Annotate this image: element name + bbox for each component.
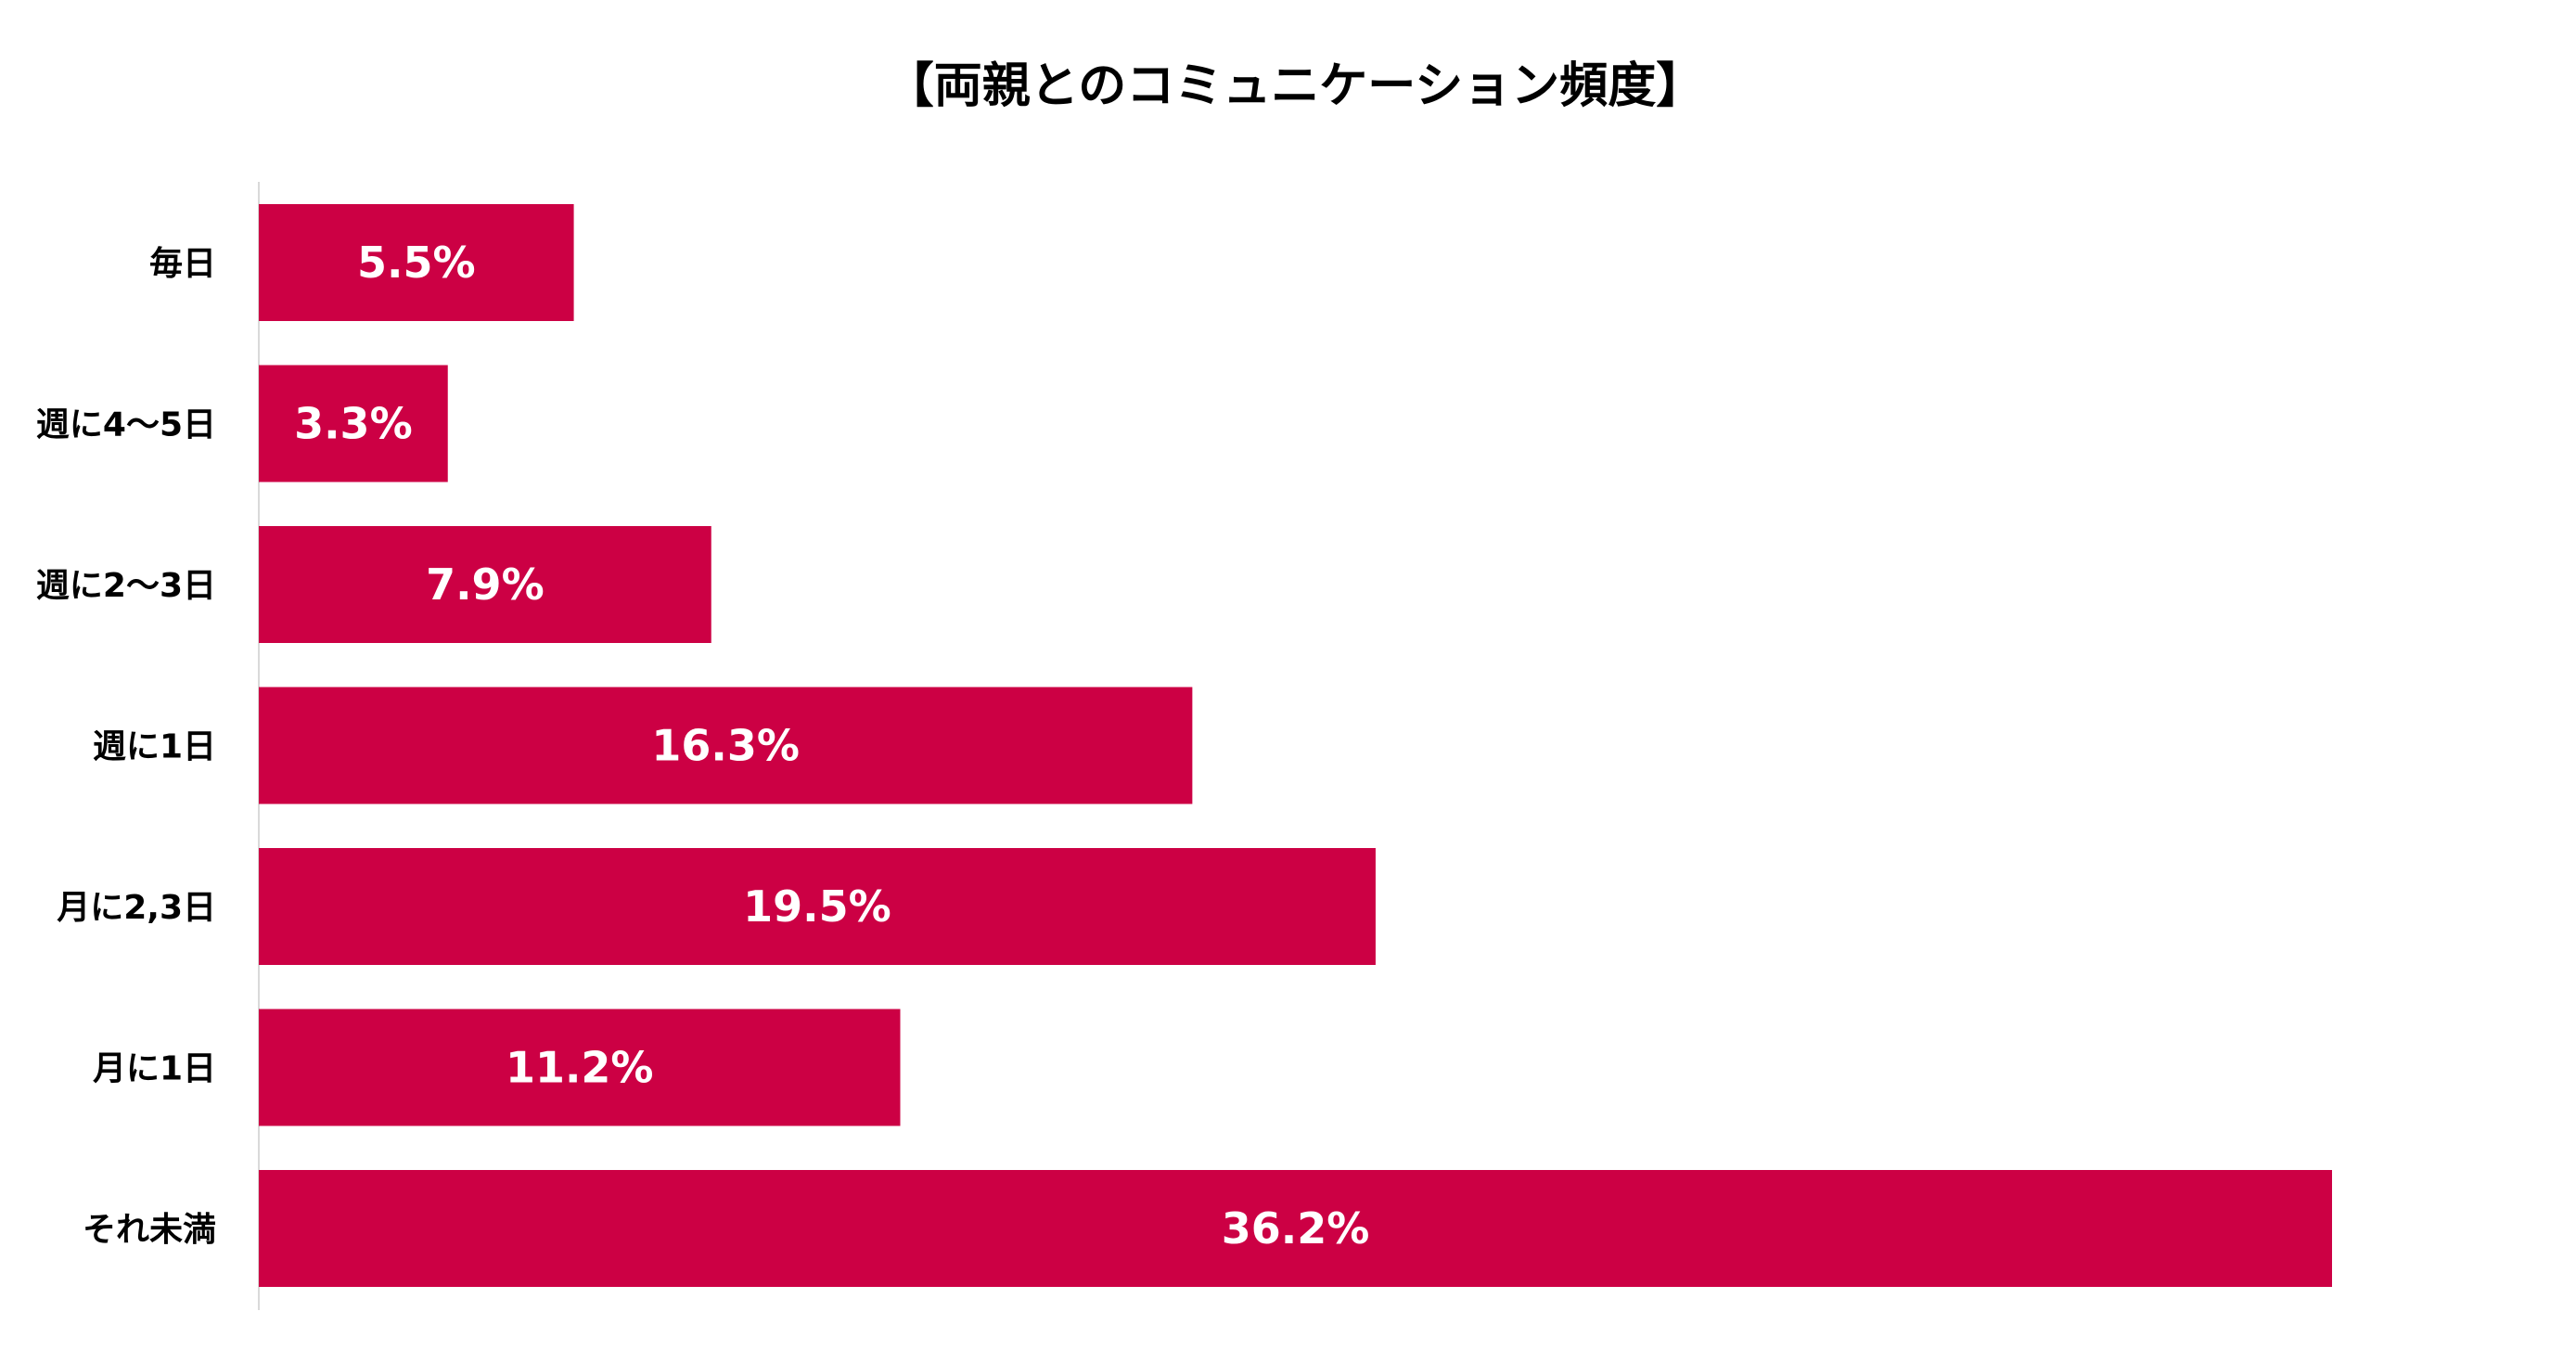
- category-label: それ未満: [83, 1211, 216, 1249]
- data-label: 19.5%: [743, 881, 891, 932]
- bar: [259, 687, 1193, 804]
- bar: [259, 526, 711, 643]
- category-label: 週に1日: [93, 728, 216, 766]
- data-label: 7.9%: [426, 559, 545, 610]
- bars-group: 毎日 5.5% 週に4～5日 3.3% 週に2～3日 7.9% 週に1日 16.3% 月に2,3…: [36, 204, 2332, 1287]
- category-label: 月に1日: [93, 1050, 216, 1088]
- data-label: 16.3%: [651, 721, 800, 771]
- bar: [259, 1170, 2332, 1287]
- category-label: 月に2,3日: [57, 889, 216, 927]
- bar: [259, 1009, 901, 1126]
- chart-title: 【両親とのコミュニケーション頻度】: [886, 58, 1704, 114]
- data-label: 36.2%: [1222, 1203, 1370, 1254]
- bar: [259, 204, 574, 321]
- data-label: 3.3%: [294, 399, 413, 449]
- category-label: 毎日: [149, 245, 216, 283]
- bar: [259, 365, 448, 482]
- category-label: 週に4～5日: [36, 406, 216, 444]
- data-label: 5.5%: [357, 238, 476, 288]
- bar: [259, 848, 1376, 965]
- category-label: 週に2～3日: [36, 567, 216, 605]
- data-label: 11.2%: [506, 1043, 654, 1093]
